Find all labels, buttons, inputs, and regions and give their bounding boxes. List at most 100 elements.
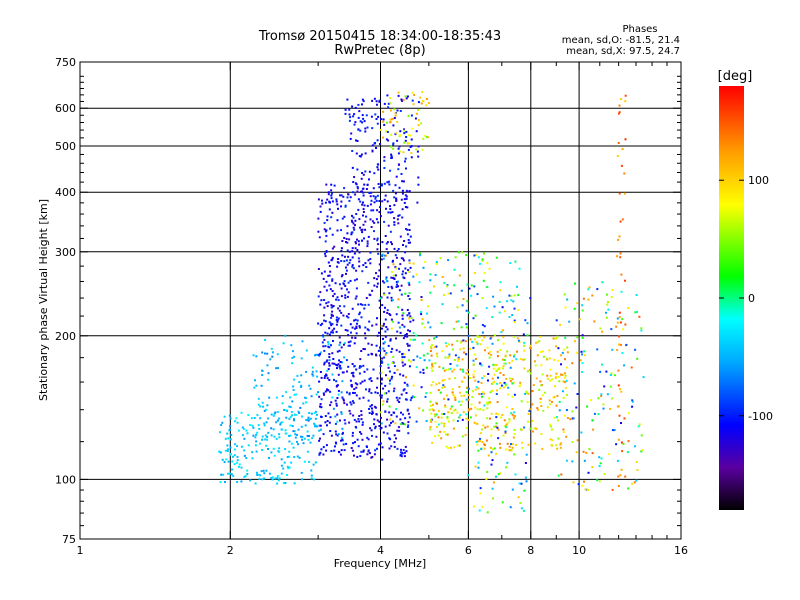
data-point [359,431,361,434]
data-point [500,384,503,387]
data-point [306,450,309,453]
data-point [376,239,379,242]
data-point [407,349,410,352]
data-point [559,323,562,326]
data-point [571,441,574,443]
data-point [336,265,339,268]
data-point [367,353,370,356]
data-point [437,389,440,392]
data-point [400,448,402,451]
data-point [362,348,365,350]
data-point [517,496,520,499]
data-point [261,449,264,451]
data-point [503,386,505,389]
y-tick-label: 500 [55,140,76,153]
data-point [359,365,361,368]
data-point [540,433,543,435]
data-point [429,428,432,431]
data-point [434,362,437,365]
data-point [404,95,407,98]
x-axis-label: Frequency [MHz] [334,557,426,570]
data-point [620,98,623,101]
data-point [354,327,357,330]
data-point [356,190,359,193]
data-point [403,141,406,144]
data-point [429,400,432,403]
data-point [491,382,493,385]
data-point [258,477,261,480]
data-point [410,396,413,399]
data-point [315,370,318,373]
data-point [412,275,415,278]
data-point [409,320,412,323]
data-point [329,201,331,204]
data-point [274,477,277,480]
data-point [386,400,389,403]
data-point [289,424,292,427]
data-point [493,305,496,308]
data-point [508,362,511,364]
data-point [329,390,332,393]
data-point [291,400,294,403]
data-point [409,241,411,244]
stats-o-mode: mean, sd,O: -81.5, 21.4 [562,35,680,46]
data-point [252,354,255,357]
data-point [328,356,331,358]
data-point [350,331,352,334]
data-point [286,465,289,468]
data-point [401,317,404,320]
data-point [390,327,393,330]
data-point [435,345,438,348]
data-point [619,343,622,346]
data-point [523,426,526,429]
data-point [439,430,442,433]
data-point [340,324,343,327]
colorbar-label: [deg] [718,69,753,84]
data-point [275,421,278,424]
data-point [324,240,327,243]
data-point [323,393,325,396]
data-point [474,414,477,417]
data-point [540,384,543,387]
data-point [436,402,438,405]
data-point [404,251,407,254]
data-point [359,382,362,385]
data-point [317,198,320,201]
data-point [263,477,266,480]
data-point [403,356,406,359]
data-point [538,340,541,343]
data-point [598,456,601,459]
data-point [288,466,291,469]
data-point [529,344,532,347]
data-point [356,186,359,188]
data-point [541,373,544,376]
data-point [467,373,470,376]
data-point [396,447,399,450]
data-point [628,412,630,415]
data-point [359,120,362,123]
data-point [369,427,372,430]
data-point [306,434,309,437]
data-point [255,471,258,474]
data-point [451,391,454,394]
data-point [430,420,433,423]
data-point [406,309,409,311]
data-point [331,352,334,355]
data-point [540,364,543,367]
data-point [609,407,612,410]
data-point [419,357,422,359]
data-point [348,238,351,241]
data-point [366,204,369,207]
data-point [458,385,461,388]
data-point [263,422,266,425]
data-point [340,311,343,314]
data-point [288,417,291,420]
data-point [324,320,327,323]
data-point [426,136,429,139]
data-point [464,433,467,436]
data-point [325,183,328,186]
data-point [379,349,382,352]
data-point [354,441,356,444]
data-point [564,336,567,339]
